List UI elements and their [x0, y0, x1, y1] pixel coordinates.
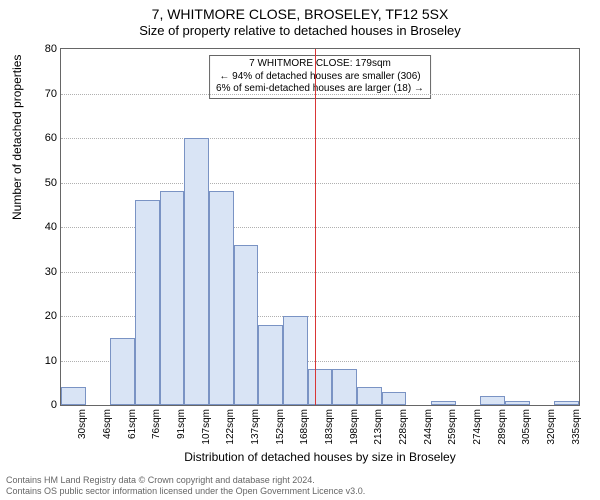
x-tick-label: 61sqm	[127, 409, 138, 439]
histogram-bar	[135, 200, 160, 405]
gridline	[61, 183, 579, 184]
x-tick-label: 168sqm	[299, 409, 310, 445]
y-tick-label: 70	[45, 88, 61, 100]
histogram-bar	[110, 338, 135, 405]
y-tick-label: 10	[45, 355, 61, 367]
x-tick-label: 335sqm	[571, 409, 582, 445]
x-tick-label: 76sqm	[151, 409, 162, 439]
x-tick-label: 30sqm	[77, 409, 88, 439]
annotation-line1: 7 WHITMORE CLOSE: 179sqm	[216, 58, 424, 71]
x-tick-label: 91sqm	[176, 409, 187, 439]
x-tick-label: 289sqm	[497, 409, 508, 445]
histogram-bar	[554, 401, 579, 405]
histogram-bar	[505, 401, 530, 405]
histogram-bar	[160, 191, 185, 405]
x-tick-label: 305sqm	[521, 409, 532, 445]
x-tick-label: 107sqm	[201, 409, 212, 445]
y-tick-label: 60	[45, 132, 61, 144]
histogram-bar	[357, 387, 382, 405]
histogram-bar	[61, 387, 86, 405]
chart-container: 7, WHITMORE CLOSE, BROSELEY, TF12 5SX Si…	[0, 0, 600, 500]
x-tick-label: 183sqm	[324, 409, 335, 445]
y-tick-label: 0	[51, 399, 61, 411]
chart-subtitle: Size of property relative to detached ho…	[0, 22, 600, 38]
histogram-bar	[480, 396, 505, 405]
reference-line	[315, 49, 316, 405]
x-tick-label: 122sqm	[225, 409, 236, 445]
annotation-box: 7 WHITMORE CLOSE: 179sqm ← 94% of detach…	[209, 55, 431, 99]
x-tick-label: 213sqm	[373, 409, 384, 445]
x-tick-label: 228sqm	[398, 409, 409, 445]
x-tick-label: 198sqm	[349, 409, 360, 445]
gridline	[61, 138, 579, 139]
histogram-bar	[234, 245, 259, 405]
y-tick-label: 30	[45, 266, 61, 278]
histogram-bar	[431, 401, 456, 405]
histogram-bar	[283, 316, 308, 405]
plot-area: 7 WHITMORE CLOSE: 179sqm ← 94% of detach…	[60, 48, 580, 406]
annotation-line2: ← 94% of detached houses are smaller (30…	[216, 71, 424, 84]
x-axis-label: Distribution of detached houses by size …	[60, 450, 580, 464]
x-tick-label: 259sqm	[447, 409, 458, 445]
x-tick-label: 320sqm	[546, 409, 557, 445]
y-axis-label: Number of detached properties	[10, 55, 24, 220]
y-tick-label: 40	[45, 221, 61, 233]
histogram-bar	[258, 325, 283, 405]
footer-line2: Contains OS public sector information li…	[6, 486, 365, 497]
x-tick-label: 137sqm	[250, 409, 261, 445]
footer-line1: Contains HM Land Registry data © Crown c…	[6, 475, 365, 486]
gridline	[61, 94, 579, 95]
histogram-bar	[184, 138, 209, 405]
y-tick-label: 50	[45, 177, 61, 189]
x-tick-label: 244sqm	[423, 409, 434, 445]
histogram-bar	[209, 191, 234, 405]
chart-title: 7, WHITMORE CLOSE, BROSELEY, TF12 5SX	[0, 0, 600, 22]
footer-attribution: Contains HM Land Registry data © Crown c…	[6, 475, 365, 497]
histogram-bar	[382, 392, 407, 405]
x-tick-label: 274sqm	[472, 409, 483, 445]
x-tick-label: 152sqm	[275, 409, 286, 445]
histogram-bar	[308, 369, 333, 405]
histogram-bar	[332, 369, 357, 405]
y-tick-label: 20	[45, 310, 61, 322]
x-tick-label: 46sqm	[102, 409, 113, 439]
y-tick-label: 80	[45, 43, 61, 55]
